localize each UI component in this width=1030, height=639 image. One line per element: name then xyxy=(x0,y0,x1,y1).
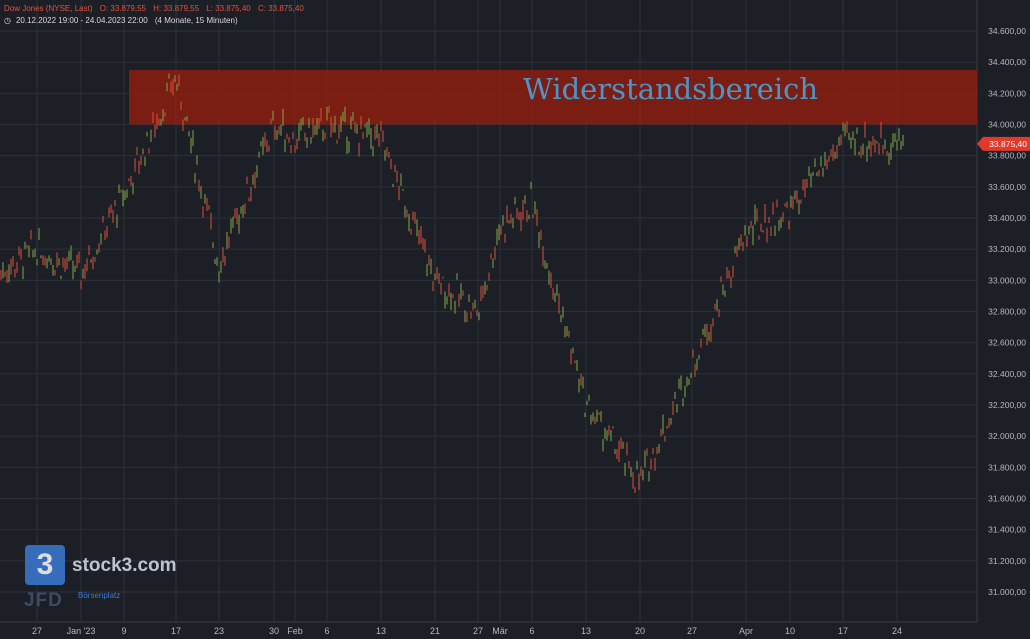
y-tick-label: 31.600,00 xyxy=(988,494,1026,504)
high-value: H: 33.879,55 xyxy=(153,4,200,13)
x-tick-label: 21 xyxy=(430,626,440,636)
y-tick-label: 32.200,00 xyxy=(988,400,1026,410)
jfd-logo: JFD xyxy=(24,590,63,611)
x-tick-label: 13 xyxy=(376,626,386,636)
instrument-name: Dow Jones (NYSE, Last) xyxy=(4,4,93,13)
boersenplatz-logo: Börsenplatz xyxy=(78,591,121,600)
range-span: (4 Monate, 15 Minuten) xyxy=(154,16,238,25)
x-tick-label: 27 xyxy=(687,626,697,636)
open-value: O: 33.879,55 xyxy=(99,4,146,13)
header-range: ◷ 20.12.2022 19:00 - 24.04.2023 22:00 (4 … xyxy=(4,16,243,25)
close-value: C: 33.875,40 xyxy=(257,4,304,13)
y-tick-label: 32.600,00 xyxy=(988,338,1026,348)
x-tick-label: 10 xyxy=(785,626,795,636)
x-tick-label: Apr xyxy=(739,626,753,636)
x-tick-label: 24 xyxy=(892,626,902,636)
y-tick-label: 31.800,00 xyxy=(988,462,1026,472)
y-tick-label: 32.400,00 xyxy=(988,369,1026,379)
resistance-zone-label: Widerstandsbereich xyxy=(523,72,818,106)
clock-icon: ◷ xyxy=(4,16,11,25)
x-tick-label: Jan '23 xyxy=(67,626,96,636)
x-tick-label: Feb xyxy=(287,626,303,636)
x-tick-label: 27 xyxy=(32,626,42,636)
low-value: L: 33.875,40 xyxy=(206,4,251,13)
last-price-tag xyxy=(977,136,1030,151)
x-tick-label: 30 xyxy=(269,626,279,636)
y-tick-label: 34.600,00 xyxy=(988,26,1026,36)
x-tick-label: 20 xyxy=(635,626,645,636)
y-tick-label: 34.400,00 xyxy=(988,57,1026,67)
y-tick-label: 31.400,00 xyxy=(988,525,1026,535)
y-tick-label: 33.400,00 xyxy=(988,213,1026,223)
stock3-logo-text: stock3.com xyxy=(72,555,177,576)
y-tick-label: 32.000,00 xyxy=(988,431,1026,441)
y-tick-label: 31.200,00 xyxy=(988,556,1026,566)
x-tick-label: 13 xyxy=(581,626,591,636)
last-price-label: 33.875,40 xyxy=(989,139,1027,149)
x-tick-label: 6 xyxy=(529,626,534,636)
y-tick-label: 33.000,00 xyxy=(988,275,1026,285)
y-tick-label: 33.200,00 xyxy=(988,244,1026,254)
header-ohlc: Dow Jones (NYSE, Last) O: 33.879,55 H: 3… xyxy=(4,4,309,13)
x-tick-label: 17 xyxy=(171,626,181,636)
x-tick-label: 17 xyxy=(838,626,848,636)
y-tick-label: 33.600,00 xyxy=(988,182,1026,192)
y-tick-label: 34.200,00 xyxy=(988,88,1026,98)
y-tick-label: 32.800,00 xyxy=(988,307,1026,317)
y-tick-label: 31.000,00 xyxy=(988,587,1026,597)
stock3-logo-icon: 3 xyxy=(25,545,65,585)
y-tick-label: 33.800,00 xyxy=(988,151,1026,161)
date-range: 20.12.2022 19:00 - 24.04.2023 22:00 xyxy=(15,16,148,25)
x-tick-label: Mär xyxy=(492,626,508,636)
y-tick-label: 34.000,00 xyxy=(988,120,1026,130)
x-tick-label: 9 xyxy=(121,626,126,636)
x-tick-label: 27 xyxy=(473,626,483,636)
x-tick-label: 6 xyxy=(324,626,329,636)
x-tick-label: 23 xyxy=(214,626,224,636)
resistance-zone xyxy=(129,69,977,125)
